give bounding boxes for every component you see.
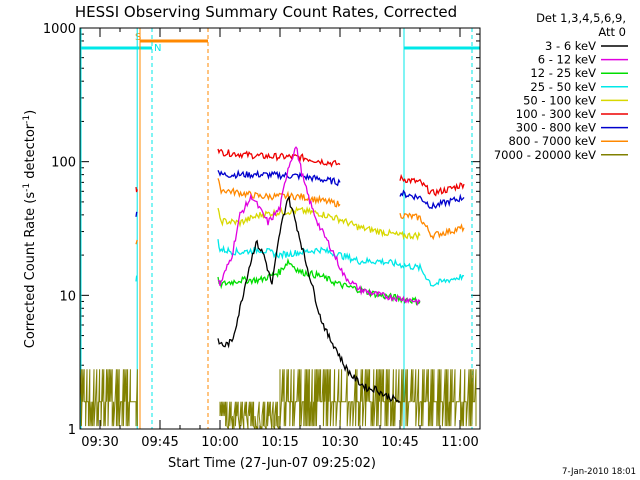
- series-line-7000-20000-kev: [219, 401, 280, 430]
- legend-label: 300 - 800 keV: [516, 121, 596, 135]
- attenuator-header: Att 0: [598, 25, 626, 39]
- x-tick-label: 09:30: [81, 435, 118, 450]
- plot-area: SN: [79, 27, 481, 430]
- generated-timestamp: 7-Jan-2010 18:01: [562, 467, 636, 477]
- series-line-300-800kev: [399, 189, 465, 210]
- series-line-7000-20000-kev: [279, 369, 421, 427]
- series-line-100-300kev: [217, 148, 341, 168]
- series-line-25-50kev: [217, 239, 465, 287]
- series-line-50-100kev: [217, 205, 421, 241]
- series-line-100-300kev: [399, 173, 465, 197]
- x-tick-label: 10:45: [381, 435, 418, 450]
- series-line-800-7000kev: [399, 212, 465, 241]
- legend-label: 800 - 7000 keV: [508, 134, 596, 148]
- detector-header: Det 1,3,4,5,6,9,: [536, 11, 626, 25]
- chart-title: HESSI Observing Summary Count Rates, Cor…: [75, 3, 457, 21]
- series-line-7000-20000-kev: [79, 369, 138, 427]
- x-tick-label: 11:00: [441, 435, 478, 450]
- series-line-300-800kev: [217, 169, 341, 187]
- y-tick-label: 10: [59, 289, 76, 304]
- series-line-3-6kev: [217, 195, 401, 404]
- saa-state-label: S: [135, 32, 141, 43]
- y-tick-label: 100: [51, 156, 76, 171]
- x-tick-label: 09:45: [141, 435, 178, 450]
- series-line-800-7000kev: [217, 178, 341, 208]
- legend-label: 6 - 12 keV: [538, 53, 596, 67]
- legend-label: 50 - 100 keV: [523, 93, 596, 107]
- y-axis-label: Corrected Count Rate (s-1 detector-1): [22, 110, 38, 348]
- x-tick-label: 10:00: [201, 435, 238, 450]
- series-line-7000-20000-kev: [420, 369, 477, 427]
- legend-label: 100 - 300 keV: [516, 107, 596, 121]
- legend-label: 25 - 50 keV: [530, 80, 596, 94]
- series-line-12-25kev: [217, 257, 421, 306]
- legend-label: 7000 - 20000 keV: [494, 148, 596, 162]
- series-line-100-300kev: [135, 187, 138, 193]
- night-state-label: N: [154, 43, 161, 54]
- x-tick-label: 10:30: [321, 435, 358, 450]
- series-line-300-800kev: [135, 211, 138, 217]
- legend-label: 12 - 25 keV: [530, 66, 596, 80]
- series-line-6-12kev: [217, 146, 421, 307]
- series-line-25-50kev: [135, 275, 138, 282]
- plot-frame: [79, 27, 481, 430]
- x-tick-label: 10:15: [261, 435, 298, 450]
- series-line-800-7000kev: [135, 239, 138, 245]
- legend-label: 3 - 6 keV: [545, 39, 596, 53]
- x-axis-label: Start Time (27-Jun-07 09:25:02): [168, 456, 376, 471]
- y-tick-label: 1000: [43, 22, 76, 37]
- y-tick-label: 1: [68, 423, 76, 438]
